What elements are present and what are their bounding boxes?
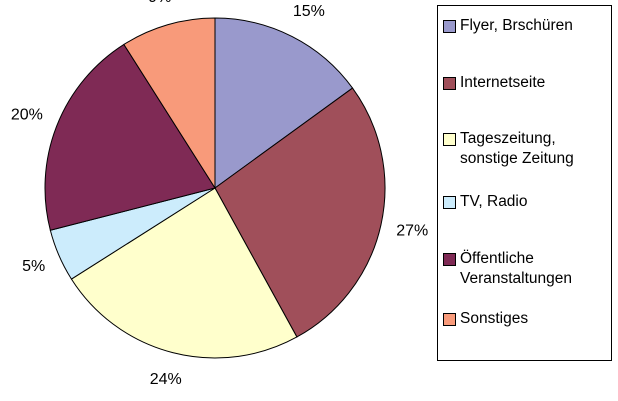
legend-swatch (443, 313, 456, 326)
pie-slice (123, 17, 216, 190)
legend-label: Sonstiges (460, 310, 529, 327)
legend-entry: Flyer, Brschüren (443, 16, 611, 36)
legend-label: TV, Radio (460, 193, 528, 210)
legend-label: Internetseite (460, 74, 546, 91)
legend-label: Öffentliche Veranstaltungen (460, 250, 573, 287)
pie-slice (44, 43, 216, 231)
pie-slice (214, 17, 354, 189)
legend-entry: Sonstiges (443, 309, 611, 329)
data-label: 5% (22, 258, 45, 275)
legend-label: Tageszeitung, sonstige Zeitung (460, 130, 574, 167)
legend-swatch (443, 20, 456, 33)
legend-entry: Tageszeitung, sonstige Zeitung (443, 129, 611, 169)
legend-swatch (443, 77, 456, 90)
legend: Flyer, Brschüren Internetseite Tageszeitun… (437, 5, 612, 361)
pie-slice (214, 87, 386, 338)
legend-swatch (443, 196, 456, 209)
legend-entry: TV, Radio (443, 192, 611, 212)
pie-slice (70, 187, 298, 359)
data-label: 20% (11, 106, 43, 123)
legend-swatch (443, 253, 456, 266)
data-label: 27% (396, 222, 428, 239)
legend-label: Flyer, Brschüren (460, 17, 573, 34)
data-label: 15% (293, 3, 325, 20)
legend-entry: Öffentliche Veranstaltungen (443, 249, 611, 289)
data-label: 9% (148, 0, 171, 6)
legend-swatch (443, 133, 456, 146)
data-label: 24% (150, 371, 182, 388)
legend-entry: Internetseite (443, 73, 611, 93)
